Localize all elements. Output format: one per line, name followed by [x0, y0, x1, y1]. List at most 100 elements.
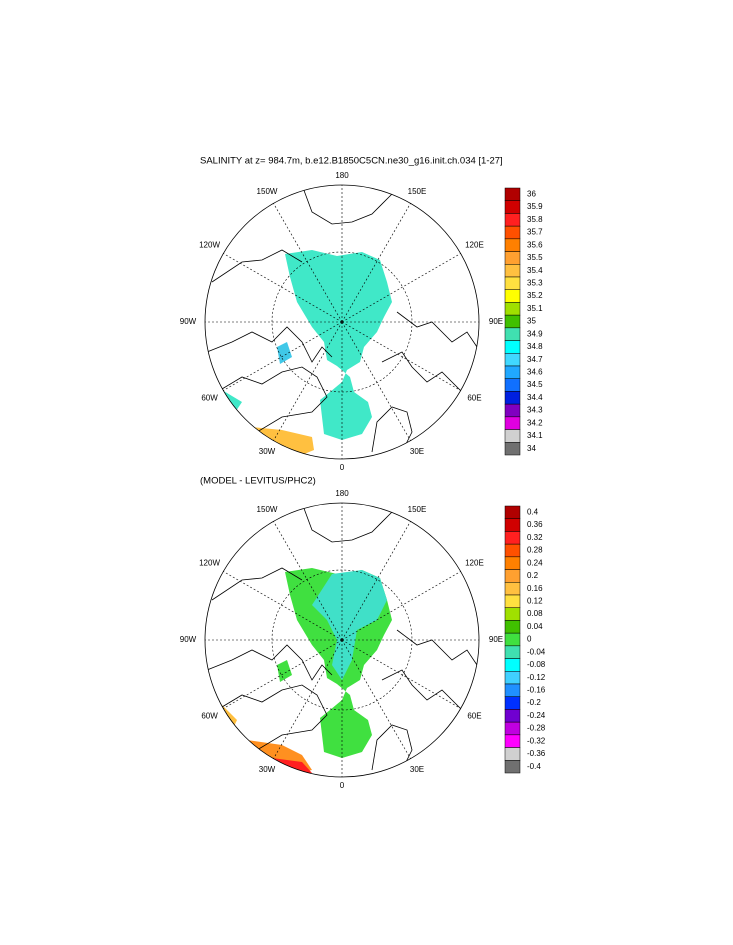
lon-label: 30E — [410, 765, 424, 774]
map-title: SALINITY at z= 984.7m, b.e12.B1850C5CN.n… — [200, 156, 503, 167]
colorbar-box — [504, 543, 521, 558]
colorbar-label: 34.4 — [527, 393, 543, 402]
colorbar-label: -0.28 — [527, 724, 546, 733]
colorbar-box — [504, 187, 521, 201]
colorbar-box — [504, 531, 521, 545]
colorbar-box — [504, 594, 521, 608]
colorbar-label: -0.36 — [527, 749, 546, 758]
colorbar-box — [504, 734, 521, 748]
colorbar-box — [504, 760, 521, 774]
map-title: (MODEL - LEVITUS/PHC2) — [200, 476, 316, 487]
colorbar-label: 0.04 — [527, 622, 543, 631]
meridian — [341, 203, 411, 323]
lon-label: 60W — [201, 712, 218, 721]
meridian — [223, 571, 343, 641]
colorbar-label: 35.8 — [527, 215, 543, 224]
lon-label: 150E — [408, 505, 427, 514]
colorbar-label: -0.32 — [527, 736, 546, 745]
meridian — [273, 639, 343, 759]
lon-label: 0 — [340, 463, 345, 472]
lon-label: 180 — [335, 489, 349, 498]
colorbar-label: 34.6 — [527, 367, 543, 376]
colorbar-box — [504, 378, 521, 392]
meridian — [273, 321, 343, 441]
colorbar-label: -0.12 — [527, 673, 546, 682]
colorbar-label: 0.32 — [527, 533, 543, 542]
colorbar-label: -0.16 — [527, 685, 546, 694]
colorbar-label: 35.2 — [527, 291, 543, 300]
colorbar-box — [504, 582, 521, 596]
colorbar-label: 0.24 — [527, 558, 543, 567]
lon-label: 90E — [489, 635, 503, 644]
lon-label: 30E — [410, 447, 424, 456]
meridian — [273, 521, 343, 641]
colorbar-label: 0.4 — [527, 507, 539, 516]
lon-label: 120E — [465, 241, 484, 250]
colorbar-box — [504, 251, 521, 265]
colorbar-box — [504, 213, 521, 227]
colorbar-label: 0.12 — [527, 596, 543, 605]
colorbar-box — [504, 238, 521, 252]
lon-label: 90W — [180, 635, 197, 644]
colorbar-label: -0.04 — [527, 647, 546, 656]
colorbar-box — [504, 225, 521, 240]
lon-label: 60E — [467, 712, 481, 721]
colorbar-label: 35 — [527, 317, 536, 326]
colorbar-label: 0.36 — [527, 520, 543, 529]
lon-label: 90W — [180, 317, 197, 326]
meridian — [341, 639, 461, 709]
colorbar-label: 34.7 — [527, 355, 543, 364]
meridian — [273, 203, 343, 323]
map: 180 150E 120E 90E 60E 30E 0 30W 60W 90W 120W 150W — [180, 489, 503, 790]
lon-label: 150W — [257, 187, 278, 196]
lon-label: 180 — [335, 171, 349, 180]
colorbar-label: 34.9 — [527, 329, 543, 338]
lon-label: 120W — [199, 559, 220, 568]
lon-label: 30W — [259, 765, 276, 774]
colorbar-box — [504, 200, 521, 214]
meridian — [223, 639, 343, 709]
colorbar-box — [504, 416, 521, 430]
colorbar-label: 36 — [527, 189, 536, 198]
colorbar-box — [504, 340, 521, 354]
lon-label: 150W — [257, 505, 278, 514]
lon-label: 150E — [408, 187, 427, 196]
colorbar-label: 35.3 — [527, 278, 543, 287]
meridian — [341, 321, 461, 391]
colorbar-box — [504, 658, 521, 672]
colorbar-box — [504, 556, 521, 570]
colorbar-label: -0.4 — [527, 762, 541, 771]
meridian — [223, 253, 343, 323]
colorbar-box — [504, 607, 521, 621]
colorbar-box — [504, 264, 521, 278]
colorbar-box — [504, 645, 521, 659]
colorbar-box — [504, 569, 521, 583]
colorbar-box — [504, 671, 521, 685]
colorbar-label: 35.5 — [527, 253, 543, 262]
colorbar-label: -0.08 — [527, 660, 546, 669]
colorbar-label: 34.5 — [527, 380, 543, 389]
colorbar-label: 35.7 — [527, 228, 543, 237]
colorbar-box — [504, 327, 521, 341]
colorbar-box — [504, 709, 521, 723]
colorbar-label: 35.9 — [527, 202, 543, 211]
colorbar-box — [504, 683, 521, 697]
colorbar-label: 0 — [527, 635, 532, 644]
lon-label: 120E — [465, 559, 484, 568]
colorbar-label: 35.1 — [527, 304, 543, 313]
colorbar-label: 34.3 — [527, 406, 543, 415]
colorbar-box — [504, 620, 521, 634]
colorbar-label: 0.08 — [527, 609, 543, 618]
colorbar-box — [504, 365, 521, 379]
meridian — [223, 321, 343, 391]
lon-label: 90E — [489, 317, 503, 326]
colorbar-label: 35.6 — [527, 240, 543, 249]
colorbar-box — [504, 314, 521, 329]
colorbar-box — [504, 632, 521, 647]
colorbar-label: -0.24 — [527, 711, 546, 720]
colorbar-box — [504, 429, 521, 443]
lon-label: 0 — [340, 781, 345, 790]
lon-label: 60W — [201, 394, 218, 403]
colorbar-box — [504, 302, 521, 316]
